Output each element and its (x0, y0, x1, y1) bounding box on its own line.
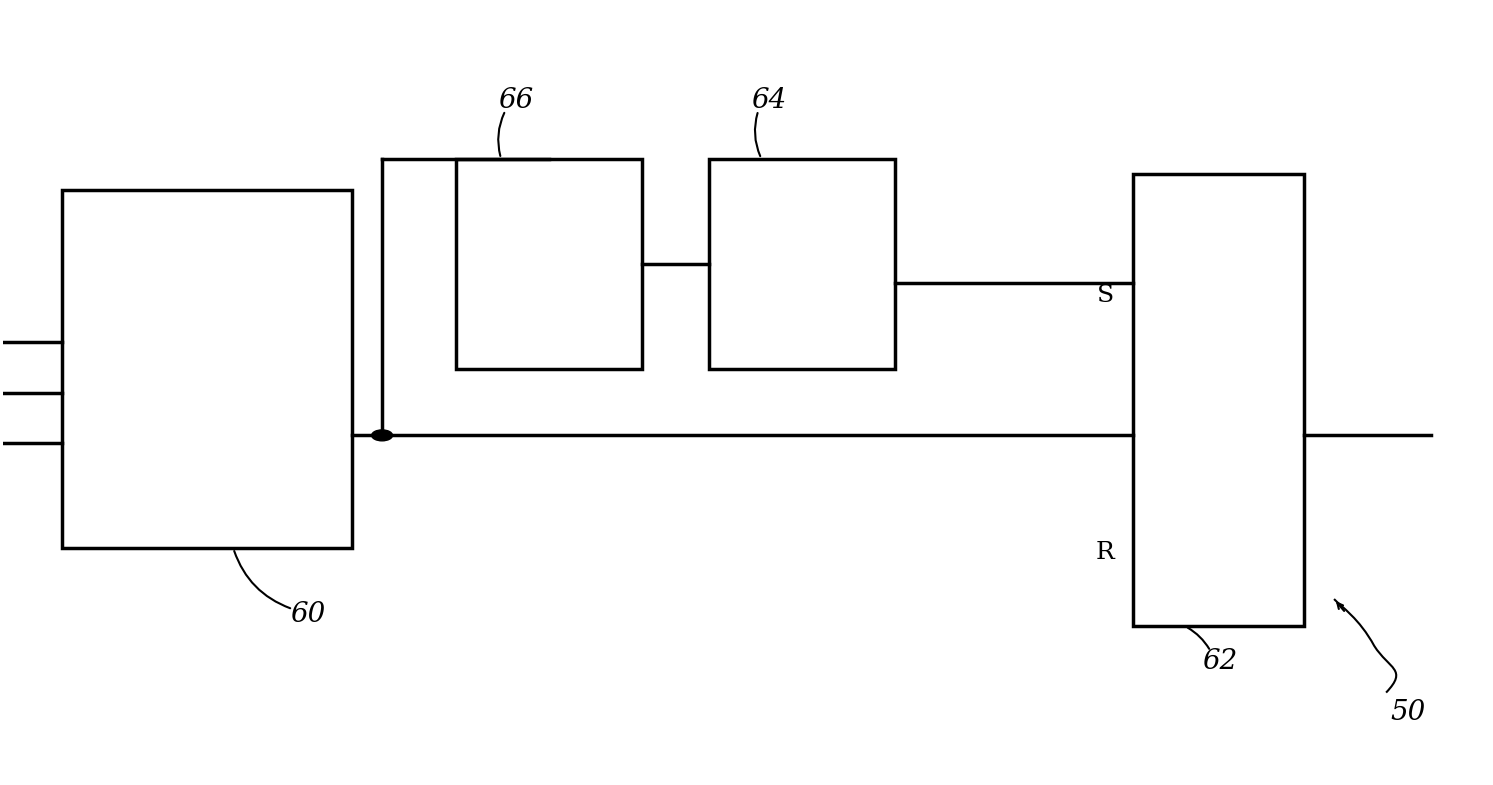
Bar (709, 159, 896, 369)
Text: 64: 64 (751, 86, 787, 114)
Text: 62: 62 (1202, 648, 1238, 675)
Text: R: R (1096, 541, 1114, 564)
Bar (1133, 174, 1305, 626)
Circle shape (372, 430, 393, 441)
Text: 66: 66 (499, 86, 533, 114)
Text: S: S (1097, 283, 1114, 307)
Text: 50: 50 (1391, 699, 1426, 725)
Bar (457, 159, 642, 369)
Text: 60: 60 (290, 601, 325, 628)
Bar (63, 190, 352, 549)
